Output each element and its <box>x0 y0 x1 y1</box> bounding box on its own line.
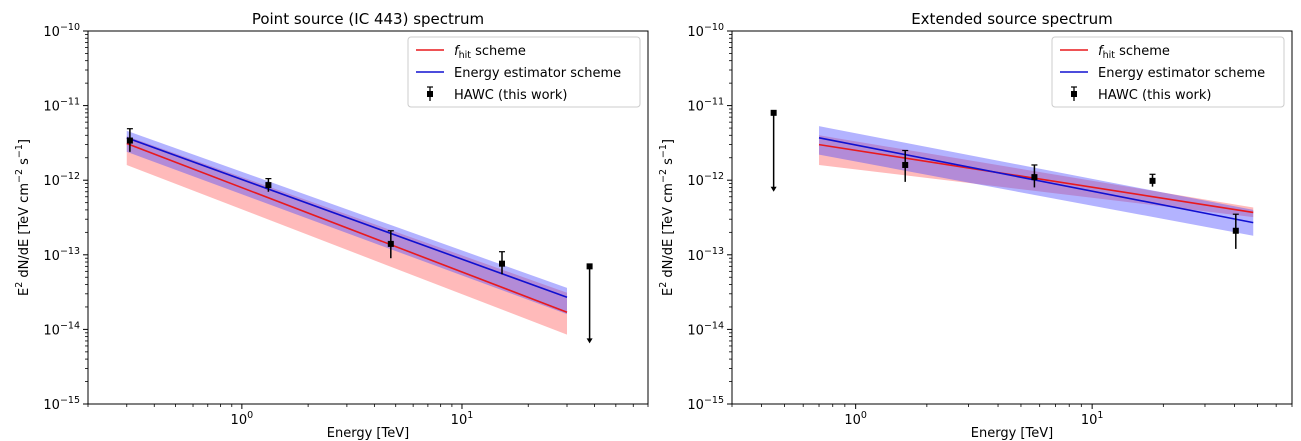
x-tick-label: 100 <box>844 410 867 428</box>
y-tick-label: 10−10 <box>43 22 80 40</box>
x-tick-label: 101 <box>1081 410 1104 428</box>
data-point <box>126 137 133 144</box>
chart-title: Point source (IC 443) spectrum <box>252 10 484 28</box>
legend-hawc-label: HAWC (this work) <box>1098 88 1211 103</box>
legend-hawc-label: HAWC (this work) <box>454 88 567 103</box>
y-tick-label: 10−11 <box>43 97 80 115</box>
y-tick-label: 10−15 <box>687 395 724 413</box>
y-axis-label: E2 dN/dE [TeV cm−2 s−1] <box>14 139 32 296</box>
x-tick-label: 101 <box>451 410 474 428</box>
upper-limit-arrow <box>586 338 593 344</box>
legend-fhit-label: fhit scheme <box>454 44 526 61</box>
data-point <box>1149 177 1156 184</box>
data-point <box>387 240 394 247</box>
legend: fhit scheme Energy estimator scheme HAWC (… <box>407 36 641 108</box>
axes-frame <box>87 30 649 405</box>
point-source-panel: 10−15 10−14 10−13 10−12 10−11 10−10 100 101 Poin… <box>14 10 649 441</box>
data-point <box>902 161 909 168</box>
plot-area <box>770 109 1254 249</box>
fhit-line <box>126 142 568 313</box>
extended-source-panel: 10−15 10−14 10−13 10−12 10−11 10−10 100 101 Exte… <box>658 10 1293 441</box>
y-tick-label: 10−14 <box>687 320 724 338</box>
y-tick-label: 10−14 <box>43 320 80 338</box>
y-tick-label: 10−10 <box>687 22 724 40</box>
y-tick-label: 10−12 <box>43 171 80 189</box>
axes-frame <box>731 30 1293 405</box>
y-tick-label: 10−11 <box>687 97 724 115</box>
energy-estimator-band <box>126 130 568 315</box>
x-axis-label: Energy [TeV] <box>971 426 1053 441</box>
x-tick-label: 100 <box>231 410 254 428</box>
legend-hawc-marker <box>427 91 433 97</box>
legend: fhit scheme Energy estimator scheme HAWC (… <box>1051 36 1285 108</box>
legend-box <box>1051 36 1285 108</box>
y-tick-label: 10−15 <box>43 395 80 413</box>
y-axis-label: E2 dN/dE [TeV cm−2 s−1] <box>658 139 676 296</box>
data-point <box>265 182 272 189</box>
chart-title: Extended source spectrum <box>911 10 1113 28</box>
legend-energy-label: Energy estimator scheme <box>454 66 621 81</box>
energy-estimator-line <box>818 137 1254 224</box>
y-tick-label: 10−12 <box>687 171 724 189</box>
legend-box <box>407 36 641 108</box>
upper-limit-arrow <box>770 186 777 192</box>
legend-fhit-label: fhit scheme <box>1098 44 1170 61</box>
data-point <box>499 260 506 267</box>
y-tick-label: 10−13 <box>43 246 80 264</box>
legend-energy-label: Energy estimator scheme <box>1098 66 1265 81</box>
data-point <box>1031 174 1038 181</box>
legend-hawc-marker <box>1071 91 1077 97</box>
plot-area <box>126 128 593 344</box>
energy-estimator-line <box>126 137 568 298</box>
data-point <box>1232 227 1239 234</box>
y-tick-label: 10−13 <box>687 246 724 264</box>
x-axis-label: Energy [TeV] <box>327 426 409 441</box>
